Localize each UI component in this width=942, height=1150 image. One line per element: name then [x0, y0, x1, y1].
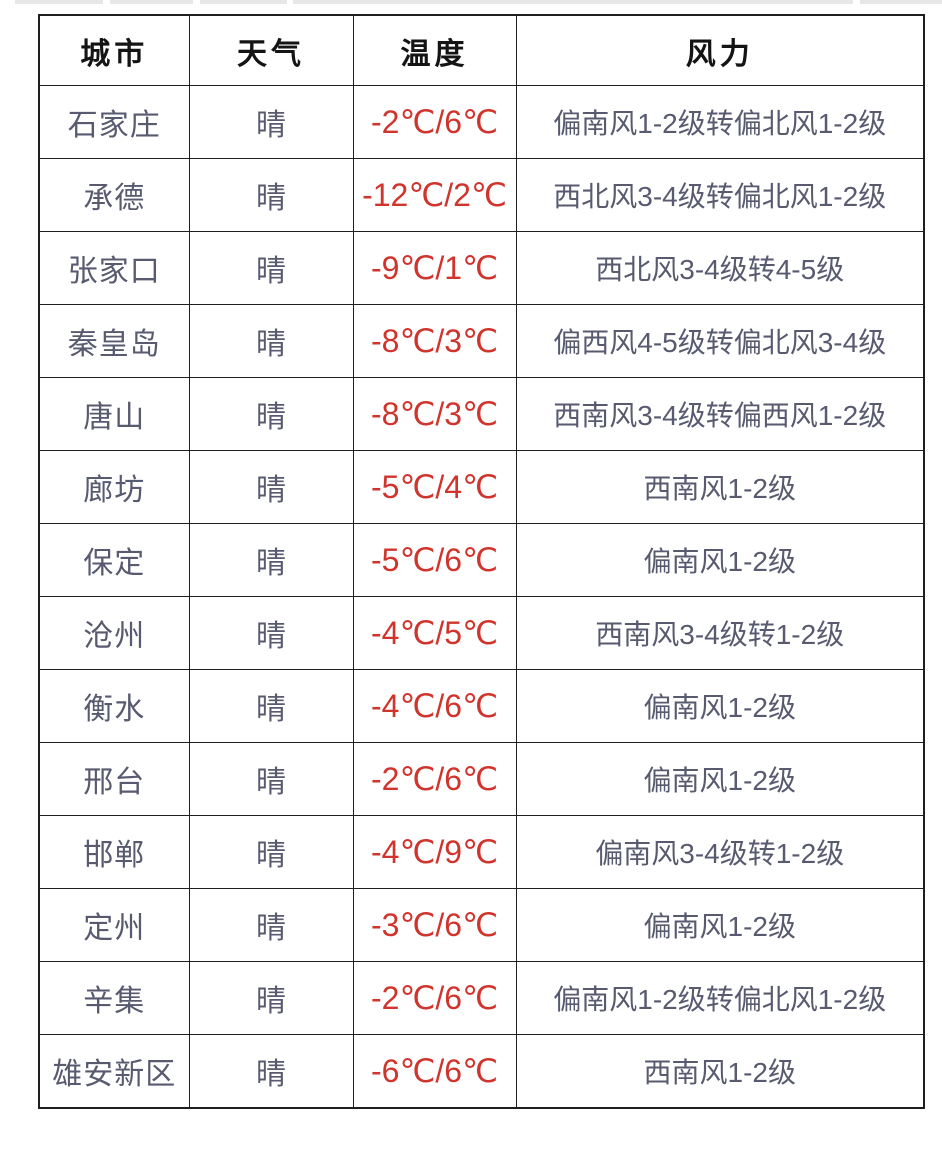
cell-wind: 偏西风4-5级转偏北风3-4级: [515, 304, 925, 378]
cell-weather: 晴: [188, 231, 354, 305]
cell-temp: -2℃/6℃: [352, 742, 517, 816]
table-row: 邯郸晴 -4℃/9℃ 偏南风3-4级转1-2级: [38, 815, 925, 889]
cell-temp: -4℃/6℃: [352, 669, 517, 743]
cell-weather: 晴: [188, 377, 354, 451]
column-header-weather: 天气: [188, 14, 354, 86]
cell-weather: 晴: [188, 669, 354, 743]
table-row: 保定晴 -5℃/6℃ 偏南风1-2级: [38, 523, 925, 597]
cell-weather: 晴: [188, 523, 354, 597]
cell-city: 张家口: [38, 231, 190, 305]
table-row: 秦皇岛晴 -8℃/3℃ 偏西风4-5级转偏北风3-4级: [38, 304, 925, 378]
cell-city: 邯郸: [38, 815, 190, 889]
cell-temp: -2℃/6℃: [352, 961, 517, 1035]
cell-weather: 晴: [188, 888, 354, 962]
cell-wind: 偏南风1-2级转偏北风1-2级: [515, 85, 925, 159]
cell-temp: -3℃/6℃: [352, 888, 517, 962]
cell-wind: 西南风1-2级: [515, 450, 925, 524]
remnant-segment: [110, 0, 193, 4]
table-row: 邢台晴 -2℃/6℃ 偏南风1-2级: [38, 742, 925, 816]
cell-city: 保定: [38, 523, 190, 597]
cell-city: 邢台: [38, 742, 190, 816]
table-row: 张家口晴 -9℃/1℃ 西北风3-4级转4-5级: [38, 231, 925, 305]
cell-weather: 晴: [188, 450, 354, 524]
cell-city: 定州: [38, 888, 190, 962]
column-header-temperature: 温度: [352, 14, 517, 86]
column-header-city: 城市: [38, 14, 190, 86]
table-row: 衡水晴 -4℃/6℃ 偏南风1-2级: [38, 669, 925, 743]
cell-weather: 晴: [188, 815, 354, 889]
cell-wind: 偏南风1-2级转偏北风1-2级: [515, 961, 925, 1035]
header-row: 城市 天气 温度 风力: [38, 14, 925, 86]
cell-weather: 晴: [188, 742, 354, 816]
cell-city: 沧州: [38, 596, 190, 670]
cell-temp: -9℃/1℃: [352, 231, 517, 305]
cell-wind: 偏南风1-2级: [515, 742, 925, 816]
cell-city: 承德: [38, 158, 190, 232]
cell-temp: -8℃/3℃: [352, 304, 517, 378]
cell-weather: 晴: [188, 85, 354, 159]
cell-temp: -12℃/2℃: [352, 158, 517, 232]
cell-city: 辛集: [38, 961, 190, 1035]
cell-wind: 偏南风1-2级: [515, 523, 925, 597]
cell-city: 廊坊: [38, 450, 190, 524]
table-row: 唐山晴 -8℃/3℃ 西南风3-4级转偏西风1-2级: [38, 377, 925, 451]
cell-weather: 晴: [188, 961, 354, 1035]
cell-wind: 西北风3-4级转4-5级: [515, 231, 925, 305]
cell-temp: -5℃/6℃: [352, 523, 517, 597]
cell-temp: -5℃/4℃: [352, 450, 517, 524]
cell-temp: -4℃/5℃: [352, 596, 517, 670]
cell-wind: 西北风3-4级转偏北风1-2级: [515, 158, 925, 232]
cell-temp: -2℃/6℃: [352, 85, 517, 159]
cell-wind: 偏南风3-4级转1-2级: [515, 815, 925, 889]
cell-city: 衡水: [38, 669, 190, 743]
column-header-wind: 风力: [515, 14, 925, 86]
weather-table: 城市 天气 温度 风力 石家庄晴 -2℃/6℃ 偏南风1-2级转偏北风1-2级 承德晴…: [38, 14, 925, 1109]
cropped-row-remnant: [0, 0, 942, 6]
table-row: 定州晴 -3℃/6℃ 偏南风1-2级: [38, 888, 925, 962]
table-row: 承德晴 -12℃/2℃ 西北风3-4级转偏北风1-2级: [38, 158, 925, 232]
remnant-segment: [15, 0, 103, 4]
cell-weather: 晴: [188, 304, 354, 378]
cell-weather: 晴: [188, 596, 354, 670]
cell-wind: 西南风3-4级转偏西风1-2级: [515, 377, 925, 451]
cell-temp: -4℃/9℃: [352, 815, 517, 889]
table-row: 雄安新区晴 -6℃/6℃ 西南风1-2级: [38, 1034, 925, 1109]
remnant-segment: [293, 0, 853, 4]
table-row: 廊坊晴 -5℃/4℃ 西南风1-2级: [38, 450, 925, 524]
cell-city: 石家庄: [38, 85, 190, 159]
cell-city: 秦皇岛: [38, 304, 190, 378]
remnant-segment: [200, 0, 287, 4]
table-row: 沧州晴 -4℃/5℃ 西南风3-4级转1-2级: [38, 596, 925, 670]
cell-wind: 偏南风1-2级: [515, 888, 925, 962]
cell-temp: -8℃/3℃: [352, 377, 517, 451]
cell-temp: -6℃/6℃: [352, 1034, 517, 1109]
cell-weather: 晴: [188, 1034, 354, 1109]
cell-city: 唐山: [38, 377, 190, 451]
cell-city: 雄安新区: [38, 1034, 190, 1109]
cell-weather: 晴: [188, 158, 354, 232]
table-row: 石家庄晴 -2℃/6℃ 偏南风1-2级转偏北风1-2级: [38, 85, 925, 159]
remnant-segment: [860, 0, 942, 4]
cell-wind: 西南风3-4级转1-2级: [515, 596, 925, 670]
cell-wind: 偏南风1-2级: [515, 669, 925, 743]
cell-wind: 西南风1-2级: [515, 1034, 925, 1109]
table-row: 辛集晴 -2℃/6℃ 偏南风1-2级转偏北风1-2级: [38, 961, 925, 1035]
